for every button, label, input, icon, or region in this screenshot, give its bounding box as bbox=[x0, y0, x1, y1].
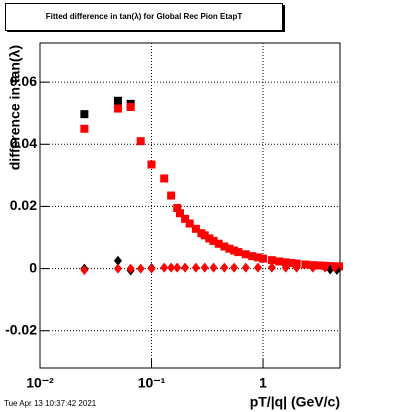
y-tick-label: 0.04 bbox=[10, 135, 37, 151]
marker bbox=[248, 252, 257, 261]
marker bbox=[200, 231, 209, 240]
chart-title: Fitted difference in tan(λ) for Global R… bbox=[46, 12, 243, 21]
marker bbox=[225, 244, 234, 253]
plot-frame bbox=[39, 42, 341, 369]
marker bbox=[259, 254, 268, 263]
marker bbox=[147, 160, 156, 169]
marker bbox=[241, 250, 250, 259]
x-tick-label: 10⁻¹ bbox=[138, 375, 166, 391]
marker bbox=[167, 262, 176, 273]
footer: Tue Apr 13 10:37:42 2021 bbox=[4, 399, 97, 408]
marker bbox=[287, 258, 296, 267]
marker bbox=[191, 224, 200, 233]
title-shadow bbox=[7, 30, 285, 32]
y-tick-label: 0 bbox=[29, 259, 37, 275]
marker bbox=[200, 262, 209, 273]
x-tick-label: 1 bbox=[259, 375, 267, 391]
marker bbox=[220, 242, 229, 251]
marker bbox=[267, 262, 276, 273]
x-axis-title: pT/|q| (GeV/c) bbox=[250, 394, 340, 410]
marker bbox=[209, 236, 218, 245]
marker bbox=[160, 262, 169, 273]
marker bbox=[253, 253, 262, 262]
marker bbox=[160, 174, 169, 183]
marker bbox=[209, 262, 218, 273]
marker bbox=[80, 110, 89, 119]
marker bbox=[175, 209, 184, 218]
marker bbox=[241, 262, 250, 273]
y-tick-label: 0.06 bbox=[10, 73, 37, 89]
y-axis-title: difference in tan(λ) bbox=[7, 45, 23, 170]
marker bbox=[230, 262, 239, 273]
marker bbox=[173, 262, 182, 273]
marker bbox=[275, 257, 284, 266]
marker bbox=[267, 256, 276, 265]
marker bbox=[234, 248, 243, 257]
y-tick-label: 0.02 bbox=[10, 197, 37, 213]
marker bbox=[126, 103, 135, 112]
marker bbox=[126, 263, 135, 274]
marker bbox=[321, 262, 330, 273]
marker bbox=[80, 124, 89, 133]
marker bbox=[230, 246, 239, 255]
marker bbox=[253, 262, 262, 273]
x-tick-label: 10⁻² bbox=[26, 375, 54, 391]
marker bbox=[167, 191, 176, 200]
marker bbox=[281, 258, 290, 267]
marker bbox=[281, 262, 290, 273]
marker bbox=[113, 104, 122, 113]
marker bbox=[113, 255, 122, 266]
marker bbox=[214, 239, 223, 248]
marker bbox=[301, 260, 310, 269]
marker bbox=[220, 262, 229, 273]
marker bbox=[181, 214, 190, 223]
marker bbox=[191, 262, 200, 273]
marker bbox=[136, 263, 145, 274]
marker bbox=[173, 203, 182, 212]
marker bbox=[113, 96, 122, 105]
marker bbox=[315, 261, 324, 270]
marker bbox=[113, 263, 122, 274]
marker bbox=[308, 262, 317, 273]
marker bbox=[147, 263, 156, 274]
title-shadow bbox=[283, 5, 285, 32]
y-tick-label: -0.02 bbox=[5, 321, 37, 337]
marker bbox=[335, 262, 344, 271]
marker bbox=[181, 262, 190, 273]
marker bbox=[136, 137, 145, 146]
marker bbox=[292, 262, 301, 273]
marker bbox=[80, 265, 89, 276]
marker bbox=[205, 234, 214, 243]
marker bbox=[330, 262, 339, 273]
marker bbox=[185, 219, 194, 228]
title-box bbox=[5, 3, 283, 31]
